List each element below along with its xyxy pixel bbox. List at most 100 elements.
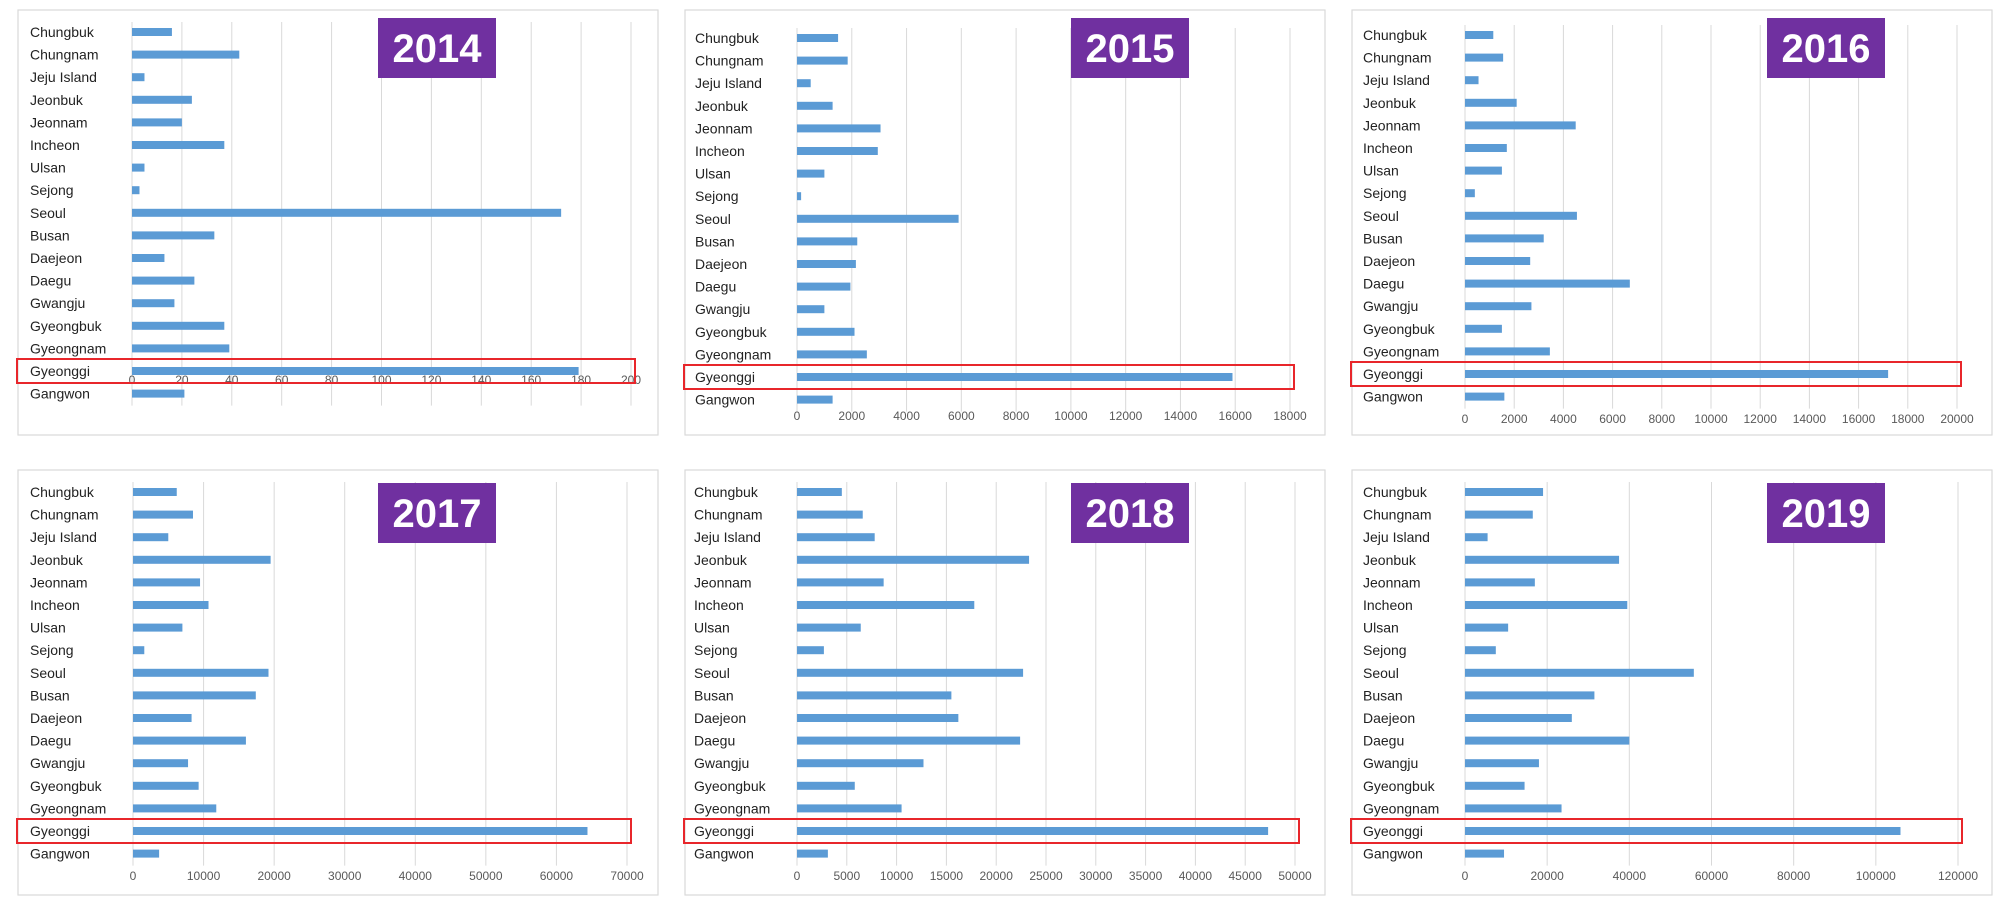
bar-jeonnam (797, 578, 884, 587)
y-category-label: Daegu (30, 733, 71, 749)
chart-title: 2014 (393, 27, 483, 71)
bar-chungbuk (133, 488, 177, 496)
y-category-label: Gangwon (694, 846, 754, 862)
y-category-label: Daejeon (1363, 710, 1415, 726)
y-category-label: Incheon (30, 137, 80, 153)
bar-chungnam (1465, 510, 1533, 519)
x-tick-label: 40000 (1613, 869, 1647, 883)
bar-seoul (1465, 211, 1577, 220)
bar-gwangju (797, 759, 924, 768)
x-tick-label: 40000 (399, 869, 433, 883)
x-tick-label: 200 (621, 373, 641, 387)
x-tick-label: 80 (325, 373, 339, 387)
chart-frame (1351, 9, 1993, 436)
y-category-label: Jeonnam (1363, 574, 1421, 590)
highlight-box-gyeonggi (1350, 818, 1963, 844)
x-tick-label: 8000 (1648, 412, 1675, 426)
x-tick-label: 100 (371, 373, 391, 387)
x-tick-label: 60000 (1695, 869, 1729, 883)
bar-chungbuk (132, 28, 172, 36)
y-category-label: Ulsan (1363, 163, 1399, 179)
y-category-label: Chungbuk (30, 484, 95, 500)
y-category-label: Busan (694, 687, 734, 703)
bar-incheon (132, 141, 225, 149)
x-tick-label: 40000 (1179, 869, 1213, 883)
y-category-label: Seoul (695, 211, 731, 227)
x-tick-label: 20000 (257, 869, 291, 883)
x-tick-label: 10000 (187, 869, 221, 883)
y-category-label: Jeju Island (30, 529, 97, 545)
chart-title: 2017 (393, 492, 482, 536)
y-category-label: Gyeonggi (30, 363, 90, 379)
bar-chungbuk (1465, 31, 1494, 39)
bar-sejong (1465, 189, 1475, 198)
x-tick-label: 18000 (1891, 412, 1925, 426)
bar-jeonbuk (1465, 98, 1517, 107)
y-category-label: Jeju Island (30, 69, 97, 85)
x-tick-label: 0 (130, 869, 137, 883)
y-category-label: Jeju Island (694, 529, 761, 545)
bar-incheon (1465, 601, 1628, 609)
y-category-label: Jeju Island (695, 75, 762, 91)
y-category-label: Jeonbuk (1363, 552, 1417, 568)
y-category-label: Jeju Island (1363, 72, 1430, 88)
bar-ulsan (1465, 623, 1509, 632)
bar-ulsan (133, 623, 183, 632)
y-category-label: Gyeongnam (30, 340, 106, 356)
bar-sejong (797, 192, 802, 201)
x-tick-label: 14000 (1793, 412, 1827, 426)
x-tick-label: 180 (571, 373, 591, 387)
y-category-label: Gyeongnam (1363, 800, 1439, 816)
bar-gyeonggi (132, 367, 579, 375)
x-tick-label: 160 (521, 373, 541, 387)
x-tick-label: 10000 (1694, 412, 1728, 426)
y-category-label: Daejeon (694, 710, 746, 726)
bar-incheon (133, 601, 209, 609)
bar-gyeongbuk (133, 781, 199, 790)
bar-jeonbuk (797, 101, 833, 110)
chart-frame (1351, 469, 1993, 896)
chart-panel-2014: 0 20 40 60 80 100 120 140 160 180 200 Chungbuk Chung… (16, 9, 659, 436)
bar-gyeongnam (1465, 804, 1562, 813)
bar-ulsan (797, 623, 861, 632)
bar-busan (797, 237, 858, 246)
y-category-label: Jeonbuk (30, 552, 84, 568)
year-badge (1071, 18, 1189, 78)
x-tick-label: 2000 (1501, 412, 1528, 426)
bar-chungnam (133, 510, 193, 519)
bar-ulsan (132, 163, 145, 172)
y-category-label: Chungnam (30, 507, 99, 523)
bar-jeonnam (132, 118, 182, 127)
bar-jeonnam (797, 124, 881, 133)
x-tick-label: 4000 (893, 409, 920, 423)
y-category-label: Incheon (1363, 597, 1413, 613)
y-category-label: Chungnam (1363, 507, 1432, 523)
highlight-box-gyeonggi (683, 818, 1300, 844)
bar-jeonbuk (797, 555, 1030, 564)
x-tick-label: 60000 (540, 869, 574, 883)
y-category-label: Gyeongbuk (30, 318, 103, 334)
x-tick-label: 70000 (610, 869, 644, 883)
y-category-label: Gyeongbuk (694, 778, 767, 794)
bar-daegu (1465, 736, 1630, 745)
chart-title: 2015 (1086, 27, 1175, 71)
y-category-label: Jeju Island (1363, 529, 1430, 545)
bar-gyeonggi (1465, 370, 1889, 378)
bar-gwangju (797, 305, 825, 314)
y-category-label: Sejong (695, 188, 739, 204)
bar-chungbuk (1465, 488, 1544, 496)
y-category-label: Chungbuk (695, 30, 760, 46)
y-category-label: Sejong (30, 642, 74, 658)
x-tick-label: 20 (175, 373, 189, 387)
y-category-label: Gyeonggi (30, 823, 90, 839)
bar-seoul (133, 668, 269, 677)
bar-busan (133, 691, 256, 700)
y-category-label: Gyeonggi (694, 823, 754, 839)
bar-gangwon (1465, 392, 1505, 401)
y-category-label: Jeonnam (695, 120, 753, 136)
bar-jeju-island (797, 533, 875, 542)
y-category-label: Jeonnam (30, 114, 88, 130)
bar-gangwon (1465, 849, 1505, 858)
y-category-label: Gwangju (1363, 298, 1418, 314)
x-tick-label: 100000 (1856, 869, 1896, 883)
